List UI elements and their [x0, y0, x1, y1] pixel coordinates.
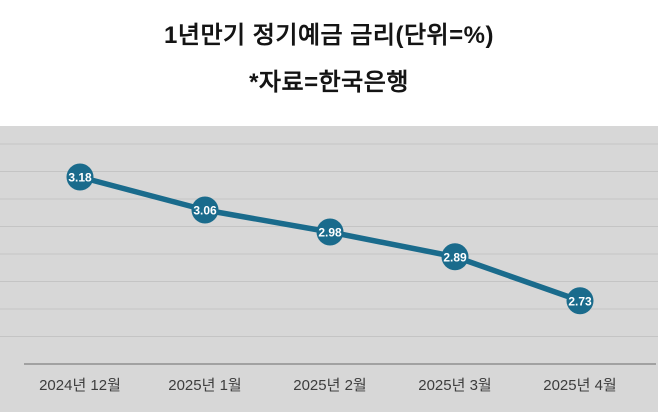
chart-title: 1년만기 정기예금 금리(단위=%) [164, 22, 494, 49]
x-axis-label: 2025년 3월 [418, 377, 492, 394]
data-point-marker [441, 243, 469, 271]
data-point-label: 3.18 [68, 171, 92, 185]
chart-subtitle: *자료=한국은행 [249, 68, 409, 96]
data-point-marker [316, 218, 344, 246]
data-point-marker [66, 163, 94, 191]
x-axis-label: 2025년 2월 [293, 377, 367, 394]
data-point-label: 3.06 [193, 204, 217, 218]
x-axis-label: 2025년 4월 [543, 377, 617, 394]
x-axis-label: 2025년 1월 [168, 377, 242, 394]
data-point-label: 2.98 [318, 226, 342, 240]
data-point-label: 2.73 [568, 294, 592, 308]
data-point-marker [191, 196, 219, 224]
chart-title-area: 1년만기 정기예금 금리(단위=%) *자료=한국은행 [0, 0, 658, 126]
data-point-marker [566, 287, 594, 315]
data-point-label: 2.89 [443, 250, 467, 264]
x-axis-label: 2024년 12월 [39, 377, 121, 394]
